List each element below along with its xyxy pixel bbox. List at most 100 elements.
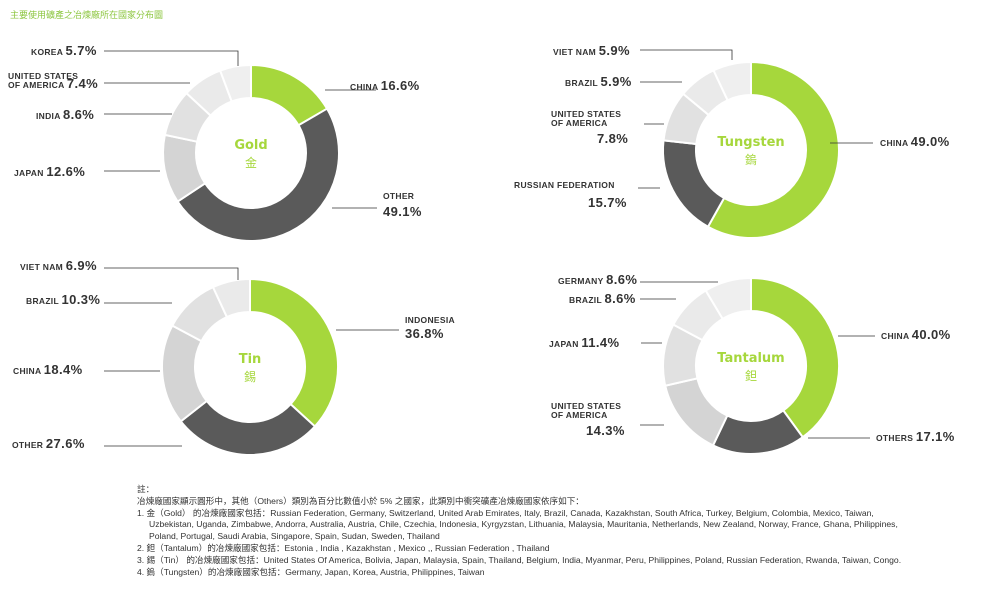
slice-label: JAPAN 12.6% <box>14 164 85 179</box>
slice-value: 36.8% <box>405 326 444 341</box>
donut-charts: Gold 金 CHINA 16.6% OTHER 49.1% JAPAN 12.6% IND… <box>8 43 955 456</box>
label-tantalum-germany: GERMANY 8.6% <box>558 272 637 287</box>
leader-line <box>640 49 733 60</box>
chart-title: Tantalum <box>717 351 784 366</box>
slice-label: BRAZIL 5.9% <box>565 74 632 89</box>
slice-label: RUSSIAN FEDERATION <box>514 180 615 190</box>
slice-gold-korea <box>218 63 252 103</box>
slice-label: OF AMERICA <box>551 118 608 128</box>
label-tungsten-viet-nam: VIET NAM 5.9% <box>553 43 630 58</box>
slice-value: 27.6% <box>46 436 85 451</box>
chart-title-zh: 鎢 <box>745 152 757 167</box>
donut-tantalum: Tantalum 鉭 CHINA 40.0% OTHERS 17.1% UNITED S… <box>549 272 955 455</box>
slice-value: 6.9% <box>66 258 97 273</box>
label-tantalum-china: CHINA 40.0% <box>881 327 951 342</box>
leader-line <box>104 50 239 66</box>
label-tantalum-brazil: BRAZIL 8.6% <box>569 291 636 306</box>
slice-value: 5.9% <box>600 74 631 89</box>
slice-label: OF AMERICA <box>551 410 608 420</box>
chart-title-zh: 鉭 <box>745 369 757 383</box>
slice-value: 49.0% <box>911 134 950 149</box>
label-gold-japan: JAPAN 12.6% <box>14 164 85 179</box>
notes-intro: 冶煉廠國家顯示圓形中，其他（Others）類別為百分比數值小於 5% 之國家，此… <box>137 495 584 506</box>
slice-value: 10.3% <box>61 292 100 307</box>
chart-title: Tungsten <box>717 135 784 150</box>
slice-label: GERMANY 8.6% <box>558 272 637 287</box>
donut-tungsten: Tungsten 鎢 CHINA 49.0% RUSSIAN FEDERATION 15… <box>514 43 950 239</box>
slice-label: OTHERS 17.1% <box>876 429 955 444</box>
slice-label: UNITED STATES <box>551 109 621 119</box>
slice-label: CHINA 40.0% <box>881 327 951 342</box>
footnotes: 註： 冶煉廠國家顯示圓形中，其他（Others）類別為百分比數值小於 5% 之國… <box>137 484 907 578</box>
note-tungsten: 4. 鎢（Tungsten）的冶煉廠國家包括：Germany, Japan, K… <box>137 566 485 577</box>
label-gold-india: INDIA 8.6% <box>36 107 94 122</box>
slice-value: 7.4% <box>67 76 98 91</box>
slice-value: 7.8% <box>597 131 628 146</box>
slice-value: 16.6% <box>381 78 420 93</box>
slice-tungsten-russian-federation <box>662 139 726 229</box>
label-gold-korea: KOREA 5.7% <box>31 43 97 58</box>
label-tin-other: OTHER 27.6% <box>12 436 85 451</box>
label-tin-viet-nam: VIET NAM 6.9% <box>20 258 97 273</box>
label-tin-brazil: BRAZIL 10.3% <box>26 292 100 307</box>
slice-label: INDONESIA <box>405 315 455 325</box>
slice-label: UNITED STATES <box>8 71 78 81</box>
slice-value: 8.6% <box>604 291 635 306</box>
slice-value: 40.0% <box>912 327 951 342</box>
label-gold-other: OTHER 49.1% <box>383 191 422 219</box>
note-tantalum: 2. 鉭（Tantalum）的冶煉廠國家包括：Estonia , India ,… <box>137 542 550 553</box>
slice-label: OTHER 27.6% <box>12 436 85 451</box>
slice-tin-indonesia <box>249 277 339 428</box>
slice-label: BRAZIL 8.6% <box>569 291 636 306</box>
slice-label: INDIA 8.6% <box>36 107 94 122</box>
slice-label: UNITED STATES <box>551 401 621 411</box>
leader-line <box>104 267 239 280</box>
slice-label: JAPAN 11.4% <box>549 335 620 350</box>
label-tantalum-others: OTHERS 17.1% <box>876 429 955 444</box>
chart-title: Tin <box>239 352 262 367</box>
chart-title-zh: 金 <box>245 155 257 170</box>
slice-label: OTHER <box>383 191 414 201</box>
slice-value: 18.4% <box>44 362 83 377</box>
slice-value: 49.1% <box>383 204 422 219</box>
slice-label: VIET NAM 5.9% <box>553 43 630 58</box>
notes-heading: 註： <box>137 484 155 494</box>
label-tin-china: CHINA 18.4% <box>13 362 83 377</box>
slice-label: KOREA 5.7% <box>31 43 97 58</box>
page-title: 主要使用礦產之冶煉廠所在國家分布圖 <box>10 10 164 20</box>
label-gold-china: CHINA 16.6% <box>350 78 420 93</box>
slice-value: 12.6% <box>46 164 85 179</box>
slice-value: 15.7% <box>588 195 627 210</box>
slice-tungsten-viet-nam <box>712 60 752 102</box>
slice-label: BRAZIL 10.3% <box>26 292 100 307</box>
slice-label: OF AMERICA 7.4% <box>8 76 98 91</box>
slice-gold-other <box>176 107 340 242</box>
slice-value: 8.6% <box>606 272 637 287</box>
slice-label: CHINA 16.6% <box>350 78 420 93</box>
slice-label: CHINA 18.4% <box>13 362 83 377</box>
note-gold: 1. 金（Gold） 的冶煉廠國家包括：Russian Federation, … <box>137 507 898 542</box>
slice-tin-viet-nam <box>211 277 251 319</box>
chart-title: Gold <box>234 138 267 153</box>
slice-value: 17.1% <box>916 429 955 444</box>
slice-tungsten-china <box>706 60 840 239</box>
slice-tantalum-china <box>750 276 840 439</box>
slice-value: 5.7% <box>66 43 97 58</box>
slice-tantalum-united-states-of-america <box>664 377 729 447</box>
note-tin: 3. 錫（Tin） 的冶煉廠國家包括：United States Of Amer… <box>137 554 902 565</box>
slice-value: 8.6% <box>63 107 94 122</box>
slice-label: VIET NAM 6.9% <box>20 258 97 273</box>
slice-value: 11.4% <box>581 335 619 350</box>
label-tungsten-brazil: BRAZIL 5.9% <box>565 74 632 89</box>
slice-label: CHINA 49.0% <box>880 134 950 149</box>
donut-gold: Gold 金 CHINA 16.6% OTHER 49.1% JAPAN 12.6% IND… <box>8 43 422 242</box>
label-tantalum-japan: JAPAN 11.4% <box>549 335 620 350</box>
slice-value: 14.3% <box>586 423 625 438</box>
label-tungsten-china: CHINA 49.0% <box>880 134 950 149</box>
chart-title-zh: 錫 <box>244 369 256 384</box>
